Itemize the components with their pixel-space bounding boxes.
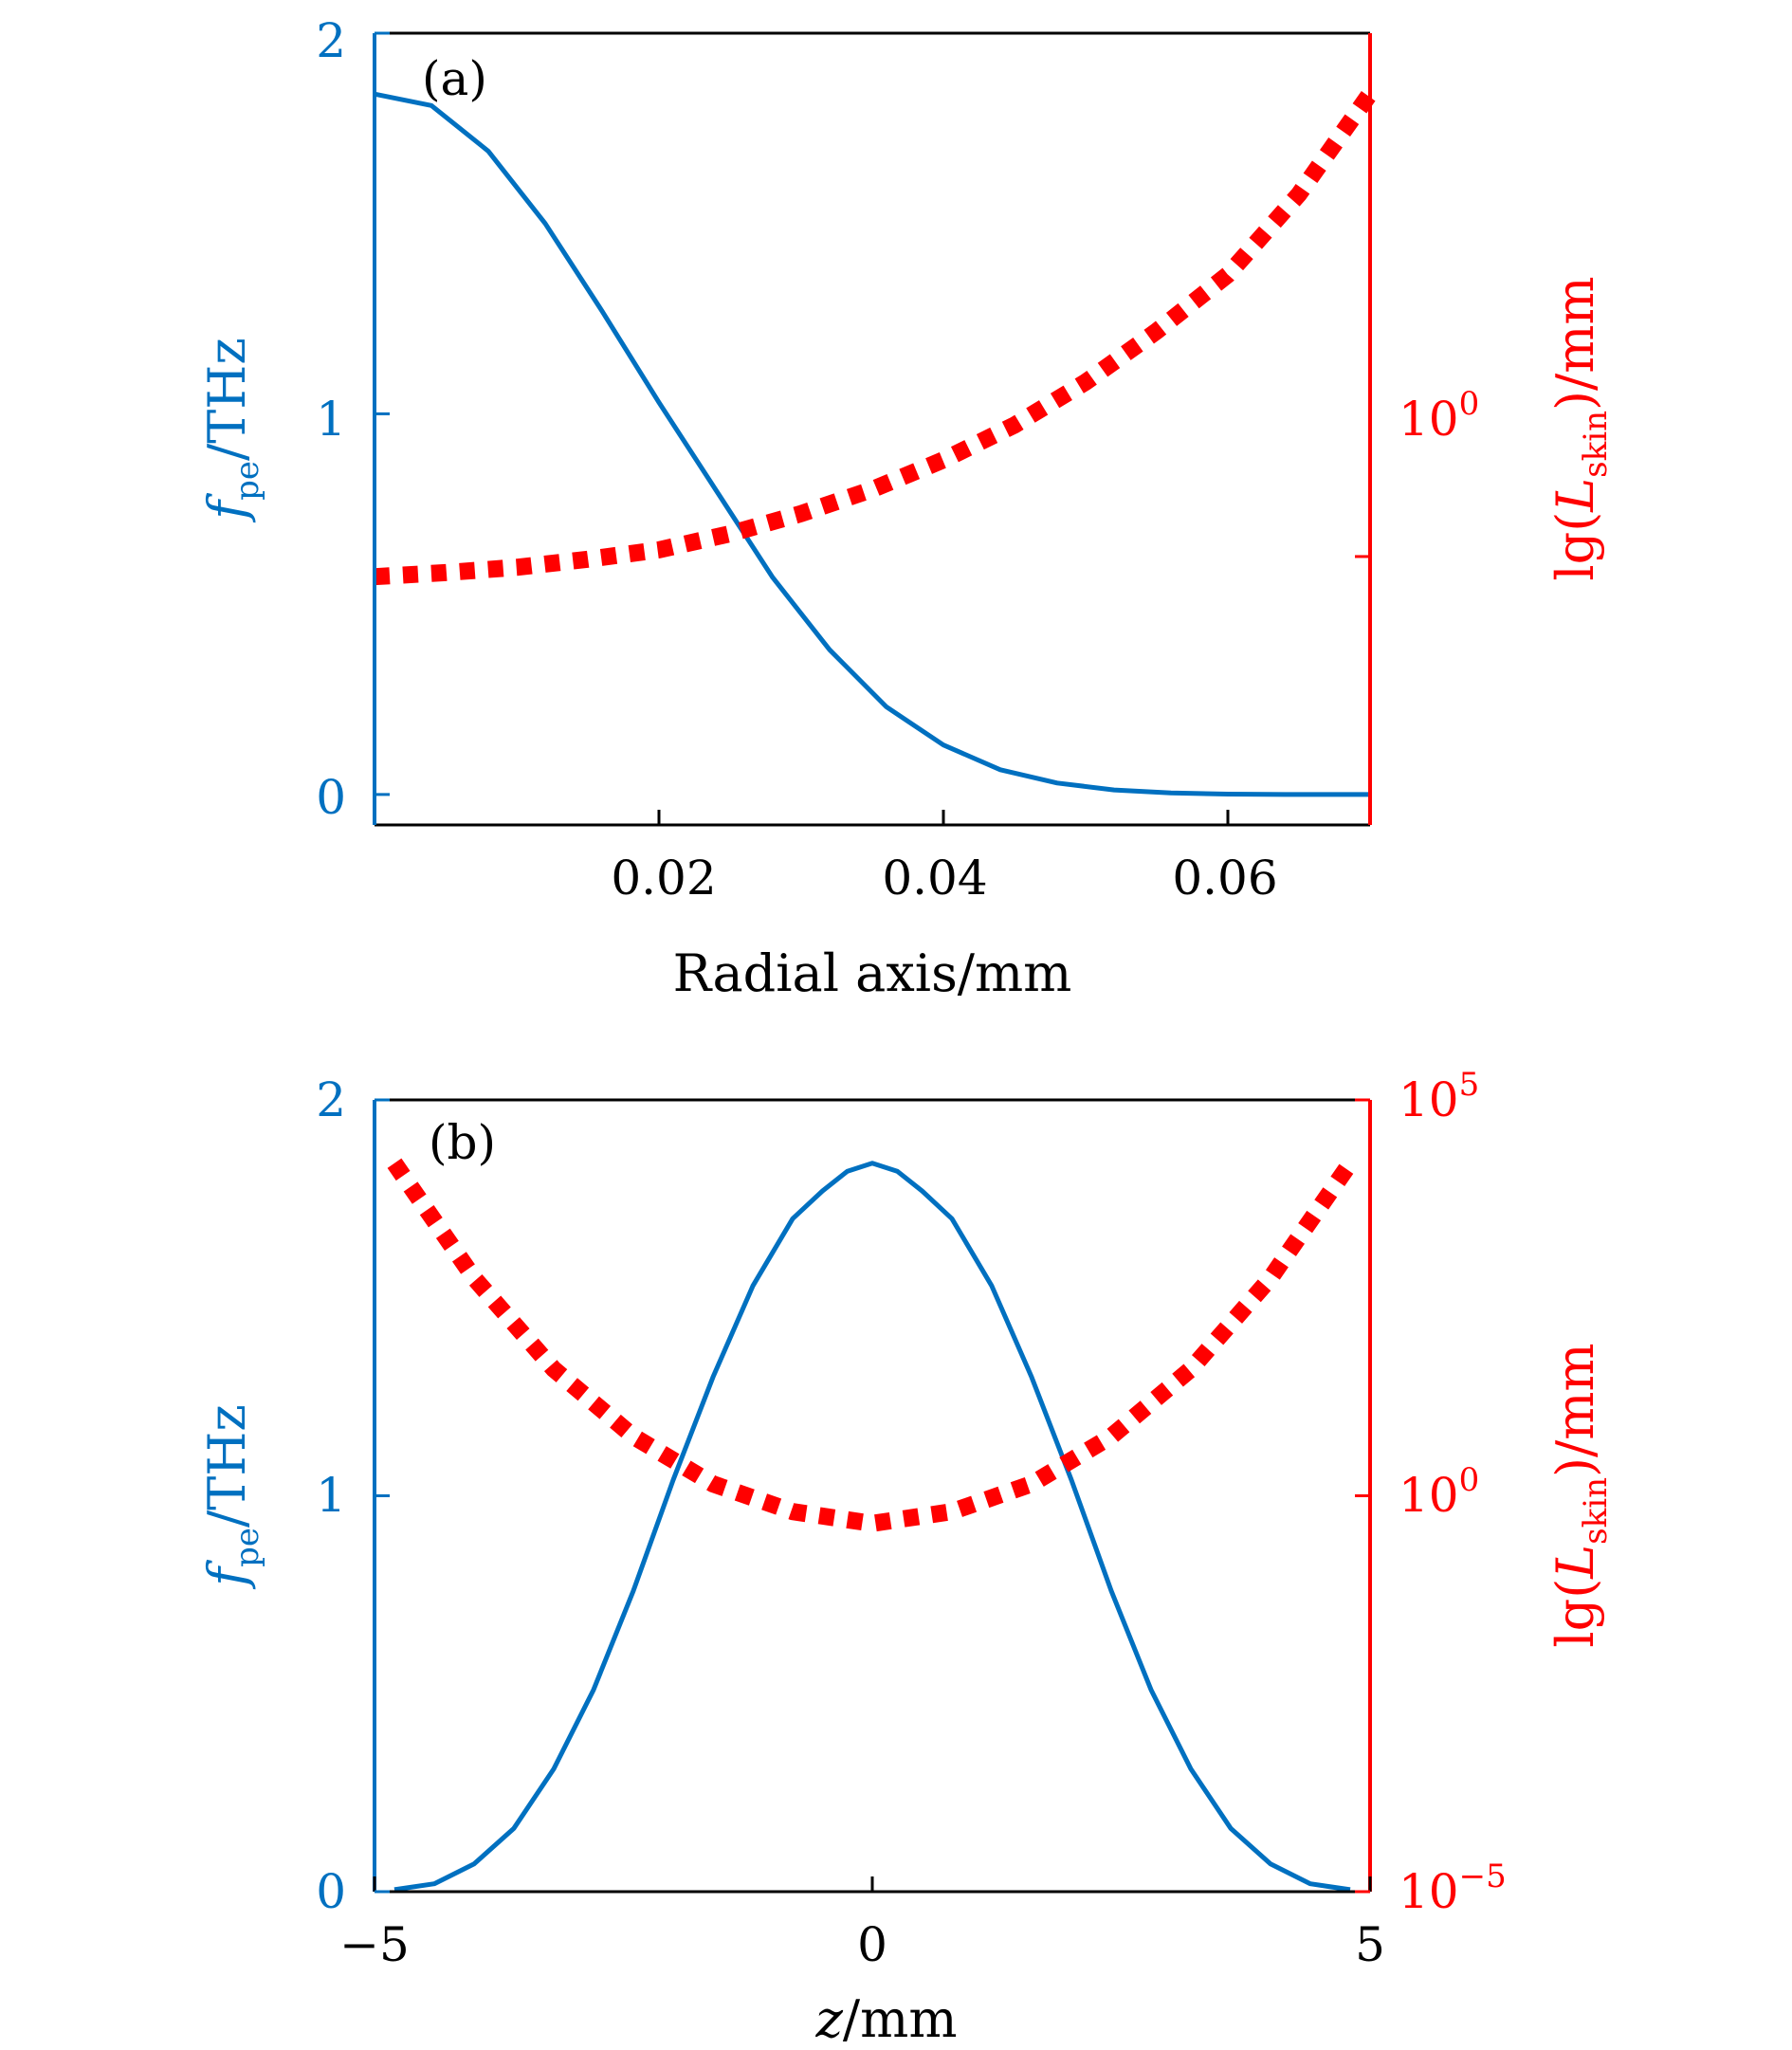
panel-b-xtick-label: −5 [339, 1917, 410, 1972]
panel-b-ytick-right-label: 10−5 [1399, 1858, 1507, 1919]
panel-a-ytick-left-label: 0 [316, 770, 346, 825]
panel-a-xtick-label: 0.02 [611, 851, 716, 906]
panel-a-ytick-left-label: 2 [316, 13, 346, 68]
panel-a-xtick-label: 0.04 [882, 851, 987, 906]
panel-b-ylabel-right: lg(Lskin)/mm [1545, 1343, 1615, 1647]
panel-a-xlabel: Radial axis/mm [673, 943, 1072, 1003]
panel-b-series [387, 1158, 1358, 1893]
panel-b-xtick-label: 0 [857, 1917, 887, 1972]
panel-b-lskin-line [387, 1158, 1358, 1532]
panel-a-lskin-line [374, 88, 1378, 586]
panel-b-ytick-left-label: 1 [316, 1468, 346, 1523]
panel-a-fpe-line [374, 91, 1370, 797]
panel-a-ytick-left-label: 1 [316, 392, 346, 447]
panel-b-ytick-right-label: 100 [1399, 1461, 1479, 1523]
panel-a-series [374, 88, 1378, 797]
panel-a-ticks [375, 31, 1370, 825]
panel-b: (b) −5 0 5 0 1 2 10−5 100 105 z/mm fpe/T… [197, 1066, 1615, 2049]
panel-b-tag: (b) [429, 1115, 496, 1170]
panel-b-xlabel: z/mm [814, 1989, 957, 2049]
panel-a-ytick-right-label: 100 [1399, 385, 1479, 447]
panel-b-xtick-label: 5 [1355, 1917, 1385, 1972]
panel-a: (a) 0.02 0.04 0.06 0 1 2 100 Radial axis… [197, 13, 1615, 1003]
panel-b-ytick-left-label: 0 [316, 1864, 346, 1919]
panel-a-ylabel-left: fpe/THz [197, 338, 266, 523]
panel-b-ytick-left-label: 2 [316, 1072, 346, 1127]
panel-b-fpe-line [393, 1161, 1351, 1893]
panel-a-tag: (a) [422, 51, 487, 106]
panel-a-xtick-label: 0.06 [1172, 851, 1277, 906]
panel-a-ylabel-right: lg(Lskin)/mm [1545, 276, 1615, 580]
panel-b-ylabel-left: fpe/THz [197, 1404, 266, 1590]
panel-b-ticks [373, 1098, 1372, 1894]
panel-b-ytick-right-label: 105 [1399, 1066, 1479, 1127]
